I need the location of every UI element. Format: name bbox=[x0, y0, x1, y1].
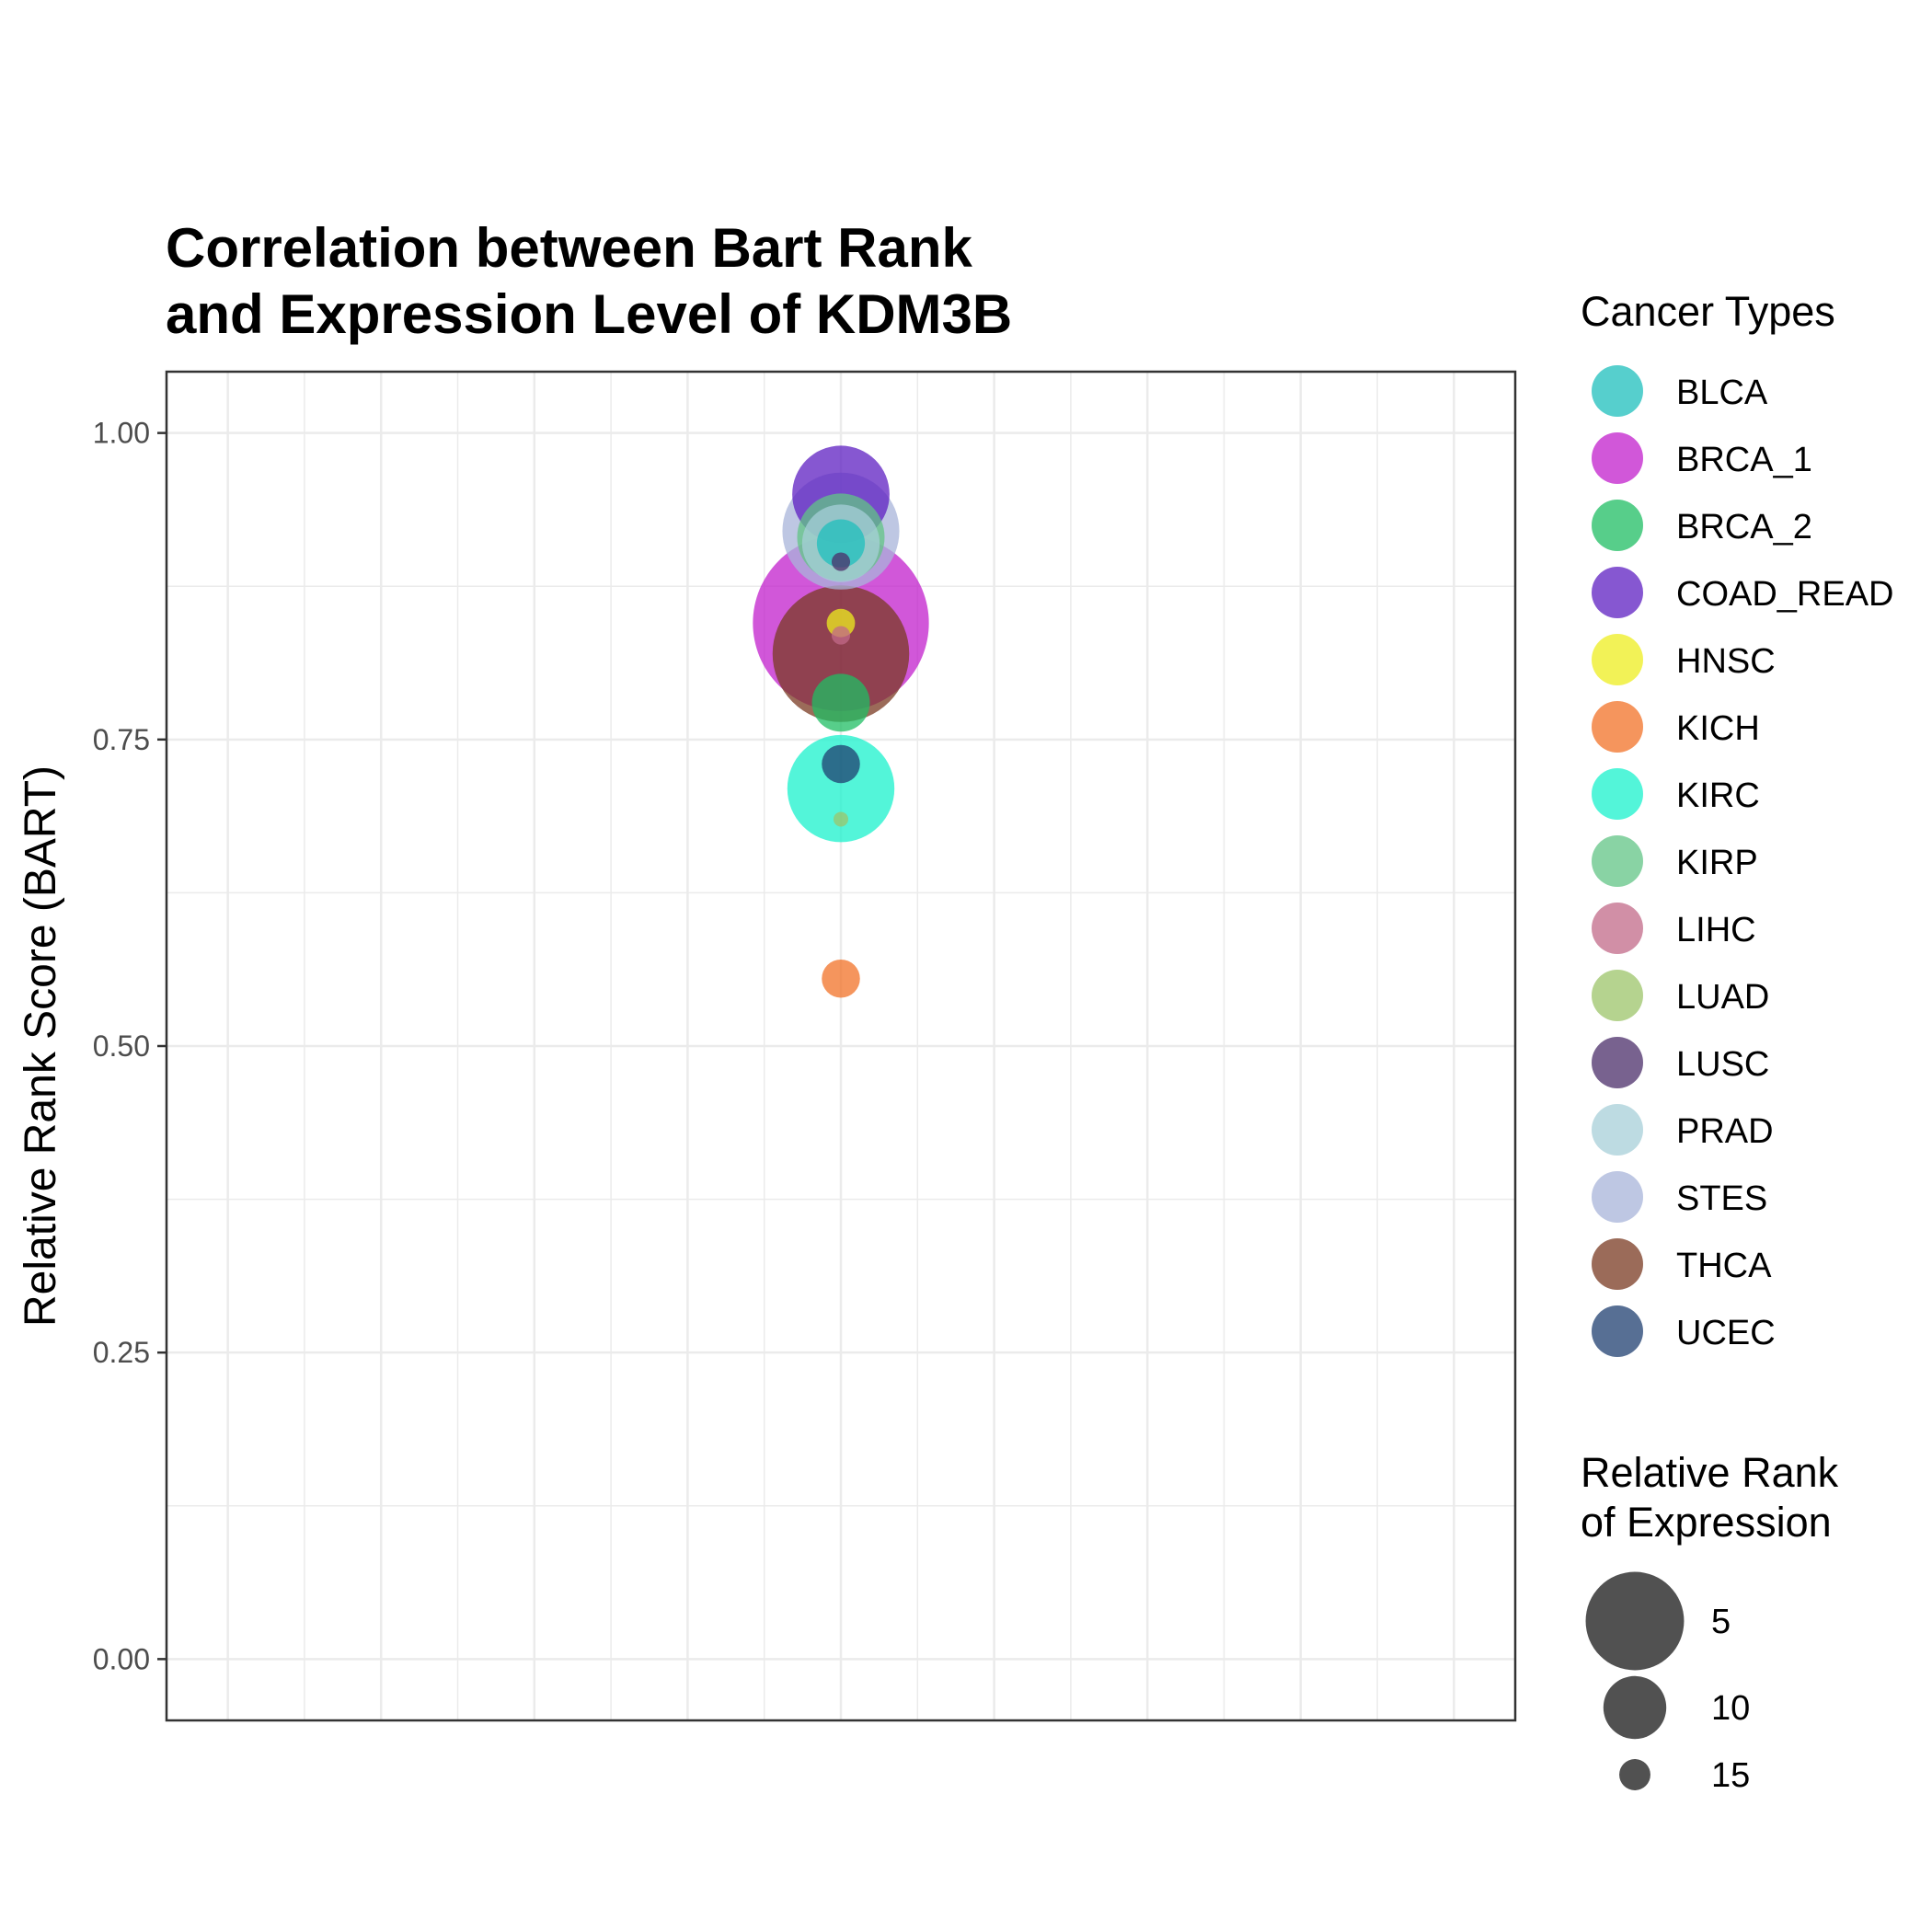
y-tick-label: 0.50 bbox=[93, 1029, 150, 1063]
legend-key-kich bbox=[1592, 701, 1643, 753]
plot-panel-border bbox=[165, 370, 1517, 1722]
y-tick-label: 0.75 bbox=[93, 723, 150, 756]
legend-label-hnsc: HNSC bbox=[1676, 642, 1776, 681]
legend-key-thca bbox=[1592, 1238, 1643, 1290]
legend-cancer-types: Cancer Types BLCA BRCA_1 BRCA_2 COAD_READ HN… bbox=[1581, 288, 1894, 1357]
legend-key-brca-1 bbox=[1592, 432, 1643, 484]
size-legend-label-15: 15 bbox=[1711, 1756, 1750, 1795]
legend-label-blca: BLCA bbox=[1676, 374, 1768, 412]
data-point-lusc bbox=[831, 552, 851, 571]
legend-label-kirc: KIRC bbox=[1676, 776, 1760, 815]
legend-label-prad: PRAD bbox=[1676, 1112, 1774, 1151]
data-point-blca bbox=[816, 519, 866, 568]
data-point-kich bbox=[822, 959, 860, 998]
legend-key-prad bbox=[1592, 1104, 1643, 1156]
legend-key-stes bbox=[1592, 1171, 1643, 1223]
size-legend-label-5: 5 bbox=[1711, 1603, 1731, 1641]
size-legend-key-10 bbox=[1603, 1675, 1667, 1740]
data-point-kirc bbox=[787, 734, 895, 843]
legend-label-lihc: LIHC bbox=[1676, 911, 1756, 949]
legend-cancer-types-title: Cancer Types bbox=[1581, 288, 1835, 335]
data-point-ucec bbox=[822, 744, 860, 784]
legend-label-kirp: KIRP bbox=[1676, 844, 1758, 882]
legend-key-hnsc bbox=[1592, 634, 1643, 685]
legend-key-kirp bbox=[1592, 835, 1643, 887]
chart-title-line-1: Correlation between Bart Rank bbox=[166, 217, 972, 279]
data-point-luad bbox=[834, 811, 848, 827]
chart-title-line-2: and Expression Level of KDM3B bbox=[166, 283, 1012, 345]
legend-expression-rank: Relative Rank of Expression 5 10 15 bbox=[1581, 1449, 1839, 1795]
legend-key-lusc bbox=[1592, 1037, 1643, 1088]
chart-title: Correlation between Bart Rank and Expres… bbox=[166, 217, 1012, 345]
size-legend-label-10: 10 bbox=[1711, 1689, 1750, 1728]
legend-label-ucec: UCEC bbox=[1676, 1314, 1776, 1352]
data-point-brca-2 bbox=[811, 673, 870, 732]
legend-label-brca-1: BRCA_1 bbox=[1676, 441, 1812, 479]
size-legend-key-15 bbox=[1619, 1759, 1650, 1790]
legend-label-coad-read: COAD_READ bbox=[1676, 575, 1894, 614]
y-axis-title: Relative Rank Score (BART) bbox=[17, 765, 65, 1327]
legend-key-brca-2 bbox=[1592, 500, 1643, 551]
size-legend-key-5 bbox=[1585, 1571, 1685, 1671]
legend-key-ucec bbox=[1592, 1305, 1643, 1357]
legend-key-lihc bbox=[1592, 903, 1643, 954]
legend-key-luad bbox=[1592, 970, 1643, 1021]
legend-key-coad-read bbox=[1592, 567, 1643, 618]
y-tick-label: 0.00 bbox=[93, 1642, 150, 1675]
y-tick-label: 0.25 bbox=[93, 1336, 150, 1369]
legend-key-kirc bbox=[1592, 768, 1643, 820]
legend-size-title-line-1: Relative Rank bbox=[1581, 1449, 1839, 1496]
data-point-thca bbox=[772, 585, 910, 722]
legend-size-title-line-2: of Expression bbox=[1581, 1499, 1832, 1546]
legend-label-brca-2: BRCA_2 bbox=[1676, 508, 1812, 546]
legend-label-luad: LUAD bbox=[1676, 978, 1769, 1017]
y-axis-ticks: 0.00 0.25 0.50 0.75 1.00 bbox=[93, 417, 167, 1675]
data-points bbox=[753, 445, 929, 998]
legend-label-lusc: LUSC bbox=[1676, 1045, 1769, 1084]
data-point-lihc bbox=[831, 626, 851, 645]
legend-label-stes: STES bbox=[1676, 1179, 1767, 1218]
legend-key-blca bbox=[1592, 365, 1643, 417]
legend-label-kich: KICH bbox=[1676, 709, 1760, 748]
legend-label-thca: THCA bbox=[1676, 1247, 1772, 1285]
y-tick-label: 1.00 bbox=[93, 417, 150, 450]
